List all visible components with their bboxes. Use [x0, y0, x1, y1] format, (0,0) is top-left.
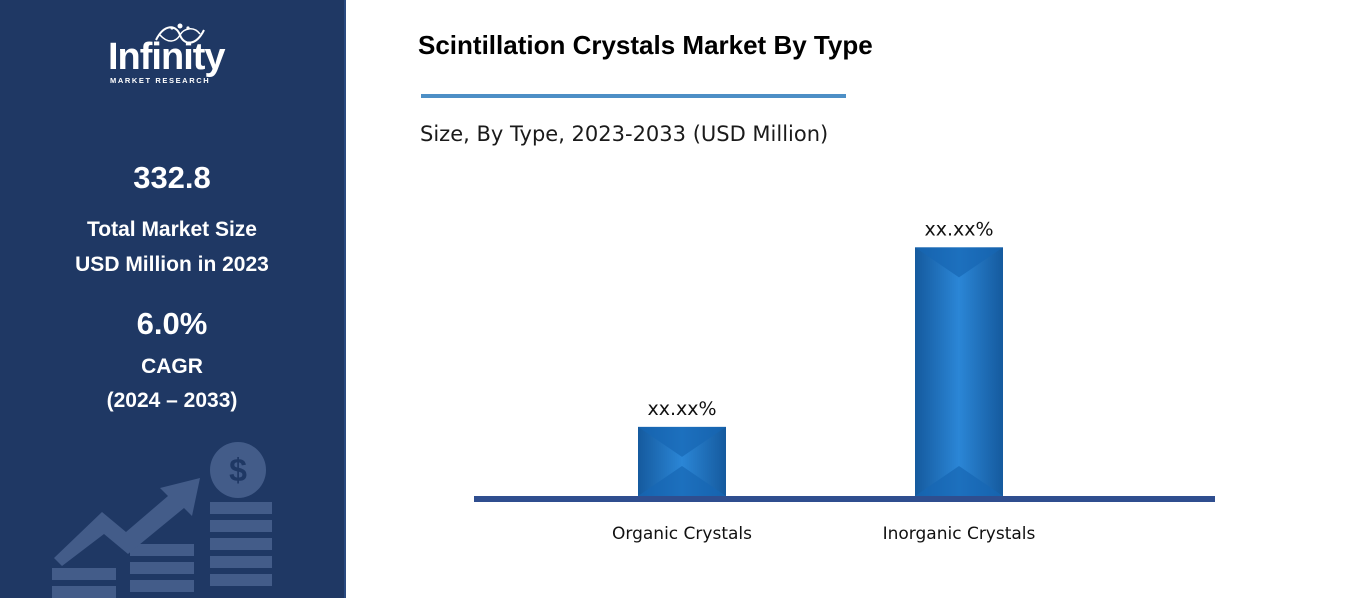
svg-text:$: $: [229, 452, 247, 488]
market-size-value: 332.8: [133, 160, 211, 195]
stacked-bars-icon: [52, 502, 272, 598]
brand-name: Infinity: [108, 36, 226, 78]
market-size-unit-label: USD Million in 2023: [75, 253, 269, 276]
chart-title: Scintillation Crystals Market By Type: [418, 30, 873, 60]
growth-arrow-icon: [54, 478, 200, 566]
cagr-value: 6.0%: [136, 306, 208, 341]
dollar-coin-icon: $: [210, 442, 266, 498]
brand-logo: Infinity MARKET RESEARCH: [100, 22, 250, 92]
cagr-label: CAGR: [141, 355, 203, 378]
x-tick-label: Inorganic Crystals: [883, 524, 1036, 544]
bar-organic-crystals: [638, 426, 726, 496]
brand-tagline: MARKET RESEARCH: [110, 76, 211, 85]
market-size-label: Total Market Size: [87, 218, 257, 241]
logo-swirl-icon: [155, 23, 205, 44]
data-label: xx.xx%: [924, 218, 993, 240]
chart-subtitle: Size, By Type, 2023-2033 (USD Million): [420, 122, 829, 146]
x-tick-label: Organic Crystals: [612, 524, 752, 544]
title-underline: [421, 94, 846, 98]
cagr-period: (2024 – 2033): [106, 389, 238, 412]
data-label: xx.xx%: [647, 398, 716, 420]
sidebar-panel: Infinity MARKET RESEARCH 332.8 Total Mar…: [0, 0, 346, 598]
bar-inorganic-crystals: [915, 247, 1003, 496]
growth-illustration: $: [52, 442, 272, 598]
